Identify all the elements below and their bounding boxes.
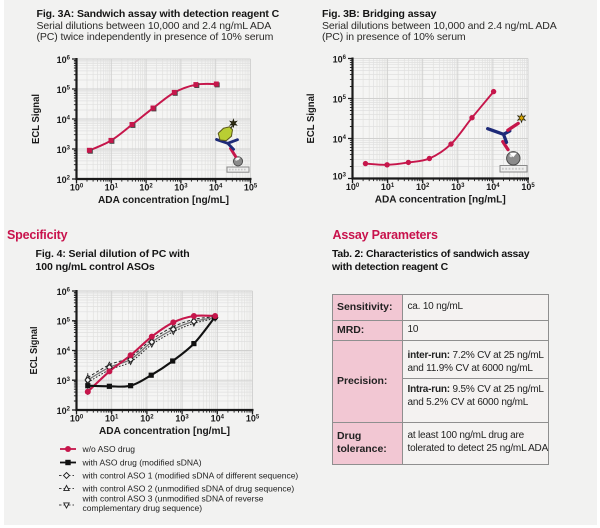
svg-text:105: 105 — [246, 414, 260, 424]
svg-text:103: 103 — [175, 414, 189, 424]
svg-text:106: 106 — [333, 54, 347, 64]
svg-text:105: 105 — [333, 94, 347, 104]
svg-text:101: 101 — [105, 414, 119, 424]
svg-text:ECL Signal: ECL Signal — [30, 326, 40, 374]
svg-text:103: 103 — [451, 182, 465, 192]
svg-text:102: 102 — [57, 175, 71, 185]
svg-text:103: 103 — [57, 145, 71, 155]
svg-text:ADA concentration [ng/mL]: ADA concentration [ng/mL] — [98, 194, 229, 206]
svg-text:104: 104 — [333, 134, 347, 144]
svg-text:104: 104 — [209, 183, 223, 193]
svg-text:104: 104 — [57, 115, 71, 125]
svg-text:100: 100 — [70, 414, 84, 424]
svg-text:104: 104 — [57, 346, 71, 356]
svg-text:102: 102 — [139, 183, 153, 193]
svg-text:105: 105 — [57, 317, 71, 327]
svg-text:ECL Signal: ECL Signal — [305, 93, 317, 143]
svg-text:ADA concentration [ng/mL]: ADA concentration [ng/mL] — [99, 425, 230, 437]
svg-text:100: 100 — [70, 183, 84, 193]
svg-text:ADA concentration [ng/mL]: ADA concentration [ng/mL] — [375, 194, 506, 206]
svg-text:102: 102 — [416, 182, 430, 192]
svg-text:104: 104 — [211, 414, 225, 424]
svg-text:102: 102 — [140, 414, 154, 424]
svg-text:106: 106 — [57, 55, 71, 65]
svg-text:105: 105 — [57, 85, 71, 95]
svg-text:105: 105 — [521, 182, 535, 192]
svg-text:101: 101 — [381, 182, 395, 192]
svg-text:ECL Signal: ECL Signal — [30, 94, 42, 144]
svg-text:103: 103 — [333, 172, 347, 182]
svg-text:102: 102 — [57, 406, 71, 416]
svg-text:101: 101 — [105, 183, 119, 193]
svg-text:103: 103 — [57, 376, 71, 386]
svg-text:105: 105 — [244, 183, 258, 193]
svg-text:100: 100 — [346, 182, 360, 192]
svg-text:104: 104 — [486, 182, 500, 192]
svg-text:106: 106 — [57, 287, 71, 297]
svg-text:103: 103 — [174, 183, 188, 193]
